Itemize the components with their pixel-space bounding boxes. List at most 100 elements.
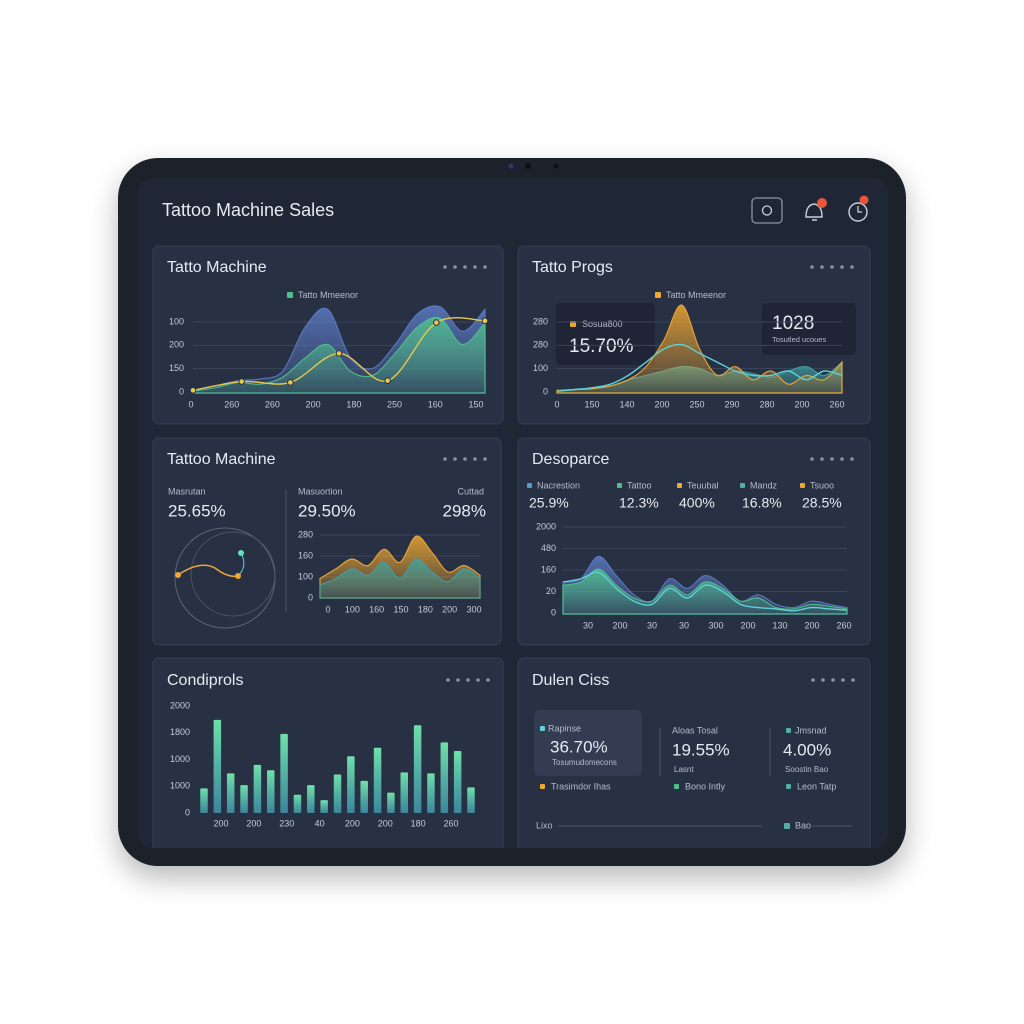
x-tick-label: 30 <box>647 620 657 630</box>
x-tick-label: 150 <box>468 399 483 409</box>
x-tick-label: 200 <box>740 620 755 630</box>
line <box>562 571 848 612</box>
badge <box>817 198 827 208</box>
bar <box>333 774 342 813</box>
ring-dot <box>238 550 244 556</box>
bar <box>387 792 395 813</box>
icon-frame <box>751 197 783 224</box>
menu-dots[interactable] <box>810 457 854 461</box>
x-tick-label: 280 <box>759 399 774 409</box>
screen: Tattoo Machine Sales <box>138 178 888 848</box>
y-tick-label: 20 <box>546 586 556 596</box>
marker <box>384 377 391 384</box>
stat-note: Tosumudomecons <box>552 758 617 767</box>
y-tick-label: 1000 <box>170 781 190 791</box>
y-tick-label: 100 <box>533 363 548 373</box>
y-tick-label: 0 <box>543 386 548 396</box>
x-tick-label: 100 <box>345 604 360 614</box>
x-tick-label: 230 <box>279 818 294 828</box>
camera <box>508 163 514 169</box>
x-tick-label: 200 <box>345 818 360 828</box>
marker <box>287 379 294 386</box>
x-tick-label: 0 <box>554 399 559 409</box>
stat-note: Soostin Bao <box>785 765 829 774</box>
x-tick-label: 250 <box>689 399 704 409</box>
footer-label: Lixo <box>536 820 553 830</box>
y-tick-label: 280 <box>533 340 548 350</box>
x-tick-label: 150 <box>584 399 599 409</box>
icon-button[interactable] <box>751 197 783 224</box>
stat-label: Nacrestion <box>537 480 580 490</box>
x-tick-label: 150 <box>393 604 408 614</box>
legend-swatch <box>287 292 293 298</box>
menu-dots[interactable] <box>811 678 855 682</box>
x-tick-label: 260 <box>829 399 844 409</box>
bar <box>213 719 222 813</box>
stat-label: Cuttad <box>457 486 484 496</box>
panel-title: Tatto Machine <box>167 259 267 276</box>
bar <box>226 773 235 813</box>
x-tick-label: 180 <box>346 399 361 409</box>
ring-trace <box>177 564 239 578</box>
icon-glyph <box>761 205 773 216</box>
y-tick-label: 200 <box>169 340 184 350</box>
y-tick-label: 0 <box>551 607 556 617</box>
legend-label: Leon Tatp <box>797 781 836 791</box>
marker <box>238 378 245 385</box>
legend-label: Bono Intly <box>685 781 726 791</box>
stat-note: Lasnt <box>674 765 694 774</box>
menu-dots[interactable] <box>446 678 490 682</box>
x-tick-label: 300 <box>708 620 723 630</box>
bar <box>427 773 435 813</box>
x-tick-label: 200 <box>378 818 393 828</box>
area <box>556 304 843 394</box>
menu-dots[interactable] <box>443 265 487 269</box>
panel <box>152 657 504 848</box>
stat-value: 36.70% <box>550 737 608 756</box>
panel-title: Tattoo Machine <box>167 451 276 468</box>
timer-button[interactable] <box>848 195 869 222</box>
menu-dots[interactable] <box>443 457 487 461</box>
x-tick-label: 200 <box>794 399 809 409</box>
y-tick-label: 280 <box>298 529 313 539</box>
footer-label: Bao <box>795 820 811 830</box>
stat-card <box>762 303 856 355</box>
stat-value: 400% <box>679 495 715 511</box>
ring-dot <box>235 573 241 579</box>
bar <box>280 733 288 813</box>
marker <box>481 317 489 325</box>
panel-title: Condiprols <box>167 672 243 689</box>
bar <box>307 785 315 813</box>
x-tick-label: 250 <box>387 399 402 409</box>
legend-swatch <box>800 483 805 488</box>
x-tick-label: 200 <box>246 818 261 828</box>
y-tick-label: 2000 <box>170 700 190 710</box>
x-tick-label: 260 <box>224 399 239 409</box>
x-tick-label: 260 <box>836 620 851 630</box>
notifications-button[interactable] <box>805 198 827 221</box>
card-label: Tosutled ucoues <box>772 335 826 344</box>
stat-label: Aloas Tosal <box>672 725 718 735</box>
bar <box>267 770 275 813</box>
stat-value: 16.8% <box>742 495 782 511</box>
x-tick-label: 160 <box>428 399 443 409</box>
x-tick-label: 40 <box>315 818 325 828</box>
stat-card <box>556 303 655 365</box>
bar <box>253 764 262 813</box>
card-value: 15.70% <box>569 336 634 357</box>
legend-swatch <box>617 483 622 488</box>
legend-swatch <box>740 483 745 488</box>
bar <box>293 794 302 813</box>
x-tick-label: 200 <box>213 818 228 828</box>
y-tick-label: 150 <box>169 363 184 373</box>
card-label: Sosua800 <box>582 319 623 329</box>
menu-dots[interactable] <box>810 265 854 269</box>
stat-card <box>534 710 642 776</box>
x-tick-label: 260 <box>443 818 458 828</box>
stat-value: 12.3% <box>619 495 659 511</box>
y-tick-label: 2000 <box>536 521 556 531</box>
stat-label: Masuortion <box>298 486 343 496</box>
x-tick-label: 0 <box>188 399 193 409</box>
legend-swatch <box>655 292 661 298</box>
